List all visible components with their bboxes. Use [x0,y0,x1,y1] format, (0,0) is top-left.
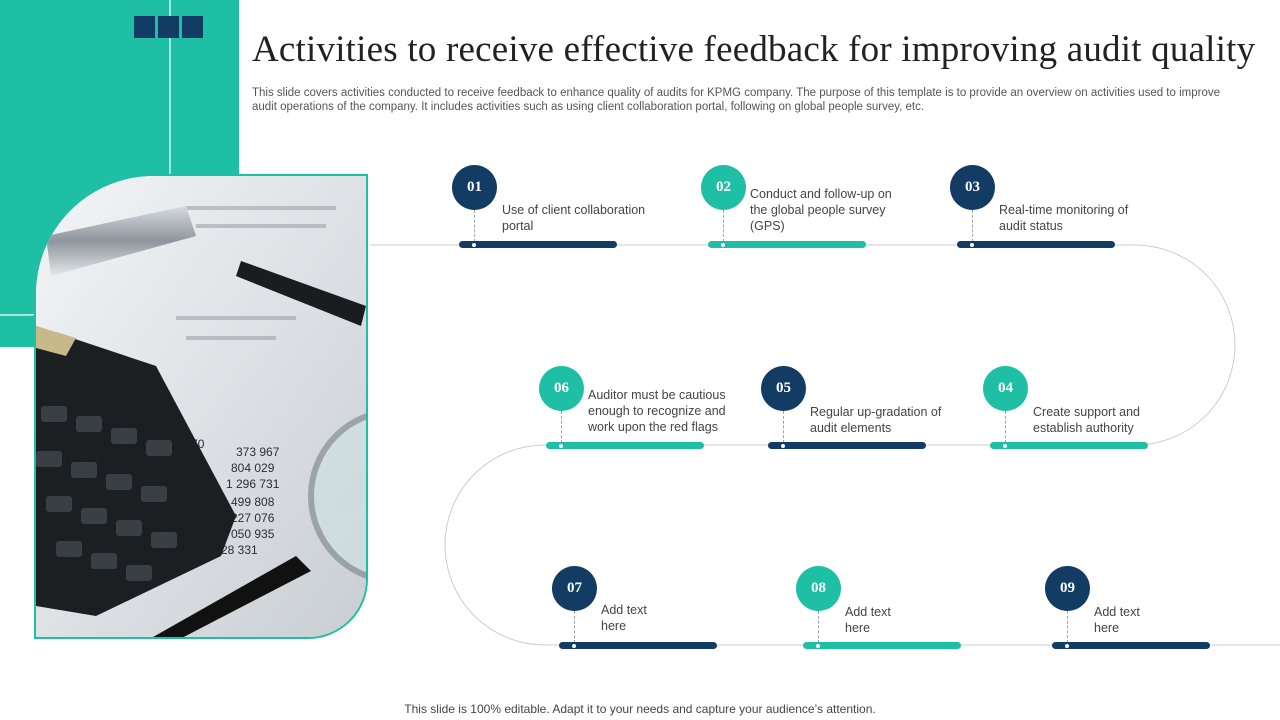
step-dot [572,644,576,648]
step-dot [1065,644,1069,648]
step-dot [781,444,785,448]
page-description: This slide covers activities conducted t… [252,87,1220,113]
step-dot [816,644,820,648]
step-number-badge: 02 [701,165,746,210]
step-bar [957,241,1115,248]
step-label: Auditor must be cautious enough to recog… [588,388,726,434]
svg-text:4 050 935: 4 050 935 [221,527,275,541]
connector-tick [1067,611,1068,643]
step-number-badge: 04 [983,366,1028,411]
connector-tick [574,611,575,643]
step-label: Add text here [1094,605,1140,635]
step-dot [559,444,563,448]
step-number-badge: 08 [796,566,841,611]
connector-tick [783,411,784,443]
step-label: Create support and establish authority [1033,405,1141,435]
connector-tick [818,611,819,643]
connector-tick [723,210,724,242]
connector-tick [474,210,475,242]
svg-text:1 296 731: 1 296 731 [226,477,280,491]
connector-tick [561,411,562,443]
step-label: Conduct and follow-up on the global peop… [750,187,892,233]
footer-note: This slide is 100% editable. Adapt it to… [404,702,876,716]
connector-tick [972,210,973,242]
step-number-badge: 06 [539,366,584,411]
step-number-badge: 05 [761,366,806,411]
step-dot [721,243,725,247]
step-number-badge: 09 [1045,566,1090,611]
svg-text:373 967: 373 967 [236,445,280,459]
svg-text:2 499 808: 2 499 808 [221,495,275,509]
step-bar [546,442,704,449]
step-dot [970,243,974,247]
step-dot [1003,444,1007,448]
step-bar [768,442,926,449]
step-bar [708,241,866,248]
step-number-badge: 07 [552,566,597,611]
page-title: Activities to receive effective feedback… [252,29,1256,70]
step-label: Real-time monitoring of audit status [999,203,1129,233]
menu-squares-icon [134,16,203,38]
step-bar [803,642,961,649]
step-bar [559,642,717,649]
svg-text:804 029: 804 029 [231,461,275,475]
step-number-badge: 01 [452,165,497,210]
calculator-documents-image: 339 970373 967 56 969804 029 8171 296 73… [34,174,368,639]
step-bar [990,442,1148,449]
step-label: Add text here [601,603,647,633]
step-label: Add text here [845,605,891,635]
step-label: Use of client collaboration portal [502,203,646,233]
step-bar [459,241,617,248]
step-dot [472,243,476,247]
step-bar [1052,642,1210,649]
step-number-badge: 03 [950,165,995,210]
connector-tick [1005,411,1006,443]
svg-text:28 331: 28 331 [221,543,258,557]
step-label: Regular up-gradation of audit elements [810,405,942,435]
